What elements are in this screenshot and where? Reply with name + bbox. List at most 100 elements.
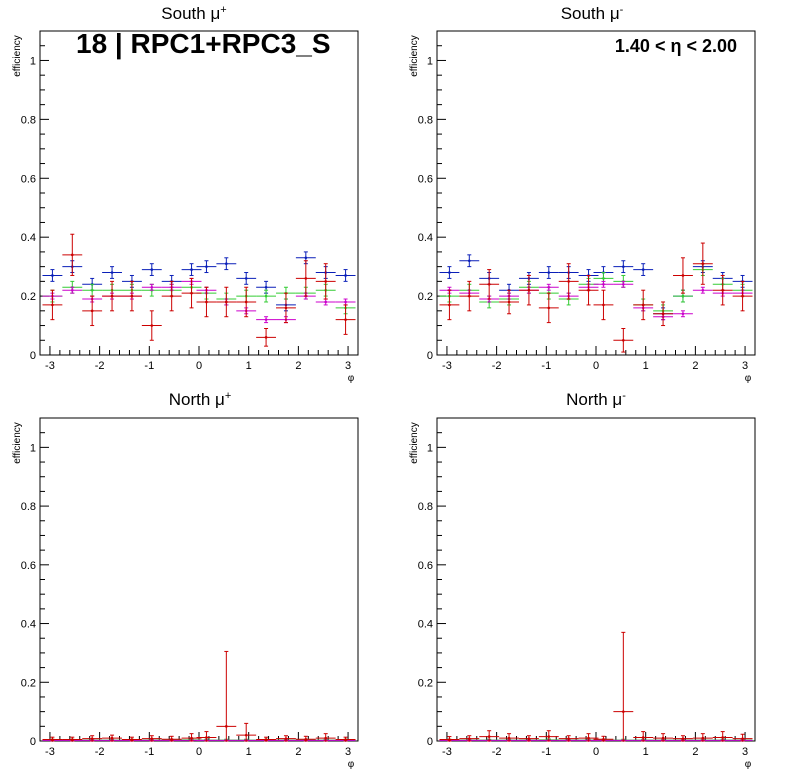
data-marker bbox=[721, 288, 725, 292]
data-point bbox=[276, 292, 296, 324]
data-point bbox=[62, 233, 83, 276]
data-marker bbox=[547, 271, 551, 274]
y-tick-label: 0 bbox=[427, 736, 433, 748]
data-marker bbox=[244, 277, 248, 280]
data-marker bbox=[130, 738, 134, 741]
y-tick-label: 0.4 bbox=[21, 619, 36, 631]
x-tick-label: -2 bbox=[492, 360, 502, 372]
data-marker bbox=[284, 737, 288, 740]
data-point bbox=[82, 295, 103, 327]
data-point bbox=[335, 269, 356, 282]
data-point bbox=[276, 735, 296, 742]
series-red bbox=[439, 631, 753, 742]
data-marker bbox=[701, 736, 705, 740]
data-point bbox=[673, 735, 693, 742]
data-marker bbox=[225, 300, 228, 304]
data-point bbox=[236, 722, 257, 742]
data-marker bbox=[110, 294, 114, 298]
y-tick-label: 0.2 bbox=[418, 291, 433, 303]
x-tick-label: 0 bbox=[196, 746, 202, 758]
data-marker bbox=[324, 300, 328, 304]
data-point bbox=[295, 735, 316, 742]
data-marker bbox=[170, 294, 173, 298]
x-tick-label: -1 bbox=[144, 360, 154, 372]
data-point bbox=[692, 733, 713, 742]
data-point bbox=[613, 327, 634, 353]
y-tick-label: 0 bbox=[427, 350, 433, 362]
data-marker bbox=[641, 303, 645, 307]
data-point bbox=[459, 254, 480, 268]
data-point bbox=[256, 327, 277, 347]
panel-title-north-mu-minus: North μ- bbox=[566, 390, 626, 409]
eta-range-label: 1.40 < η < 2.00 bbox=[615, 36, 737, 56]
data-point bbox=[141, 735, 162, 742]
data-marker bbox=[150, 285, 154, 289]
data-point bbox=[732, 280, 753, 312]
data-point bbox=[673, 310, 693, 318]
data-marker bbox=[344, 274, 347, 277]
x-tick-label: -3 bbox=[442, 746, 452, 758]
data-marker bbox=[150, 268, 154, 271]
x-tick-label: 1 bbox=[643, 360, 649, 372]
data-marker bbox=[130, 294, 134, 298]
data-point bbox=[692, 242, 713, 285]
data-point bbox=[181, 733, 202, 742]
data-point bbox=[593, 735, 614, 742]
data-marker bbox=[205, 265, 208, 268]
y-tick-label: 0.4 bbox=[418, 619, 433, 631]
data-marker bbox=[304, 277, 308, 280]
data-point bbox=[499, 733, 519, 742]
y-tick-label: 0.2 bbox=[418, 677, 433, 689]
data-point bbox=[558, 735, 579, 742]
x-tick-label: 2 bbox=[692, 360, 698, 372]
y-tick-label: 0.2 bbox=[21, 677, 36, 689]
y-tick-label: 0.8 bbox=[418, 114, 433, 126]
data-point bbox=[439, 736, 460, 742]
data-point bbox=[439, 266, 460, 279]
series-blue bbox=[42, 251, 356, 312]
panel-south-mu-minus: South μ- 0 0.2 0.4 0.6 0.8 1 -3 -2 -1 0 1 2 3φ effici… bbox=[409, 4, 756, 384]
panel-title-north-mu-plus: North μ+ bbox=[169, 390, 232, 409]
data-point bbox=[216, 286, 237, 318]
data-point bbox=[216, 650, 237, 742]
data-marker bbox=[324, 280, 328, 283]
data-point bbox=[236, 286, 257, 318]
x-tick-label: 0 bbox=[593, 360, 599, 372]
data-marker bbox=[448, 303, 451, 307]
data-point bbox=[613, 631, 634, 742]
series-magenta bbox=[439, 280, 753, 321]
data-marker bbox=[487, 283, 491, 286]
x-axis-label: φ bbox=[745, 759, 752, 770]
series-red bbox=[42, 650, 356, 742]
data-marker bbox=[110, 271, 114, 274]
y-axis-label: efficiency bbox=[409, 422, 420, 464]
data-marker bbox=[264, 285, 268, 289]
data-point bbox=[42, 736, 63, 742]
data-marker bbox=[622, 338, 625, 342]
panel-title-south-mu-minus: South μ- bbox=[561, 4, 624, 23]
x-tick-label: -3 bbox=[442, 360, 452, 372]
data-point bbox=[181, 277, 202, 309]
data-point bbox=[593, 280, 614, 288]
data-marker bbox=[507, 300, 511, 304]
data-marker bbox=[602, 277, 605, 280]
data-point bbox=[181, 263, 202, 276]
data-point bbox=[479, 269, 500, 300]
data-marker bbox=[244, 733, 248, 737]
x-tick-label: 0 bbox=[593, 746, 599, 758]
data-marker bbox=[741, 737, 744, 740]
x-tick-label: -3 bbox=[45, 360, 55, 372]
data-point bbox=[633, 263, 654, 276]
x-tick-label: -2 bbox=[95, 746, 105, 758]
y-tick-label: 0.2 bbox=[21, 291, 36, 303]
y-tick-label: 0.6 bbox=[418, 173, 433, 185]
data-point bbox=[653, 733, 674, 742]
x-tick-label: -1 bbox=[541, 746, 551, 758]
x-tick-label: 3 bbox=[742, 746, 748, 758]
data-point bbox=[578, 733, 599, 742]
data-marker bbox=[150, 737, 154, 740]
run-label: 18 | RPC1+RPC3_S bbox=[76, 28, 331, 59]
data-marker bbox=[602, 303, 605, 307]
